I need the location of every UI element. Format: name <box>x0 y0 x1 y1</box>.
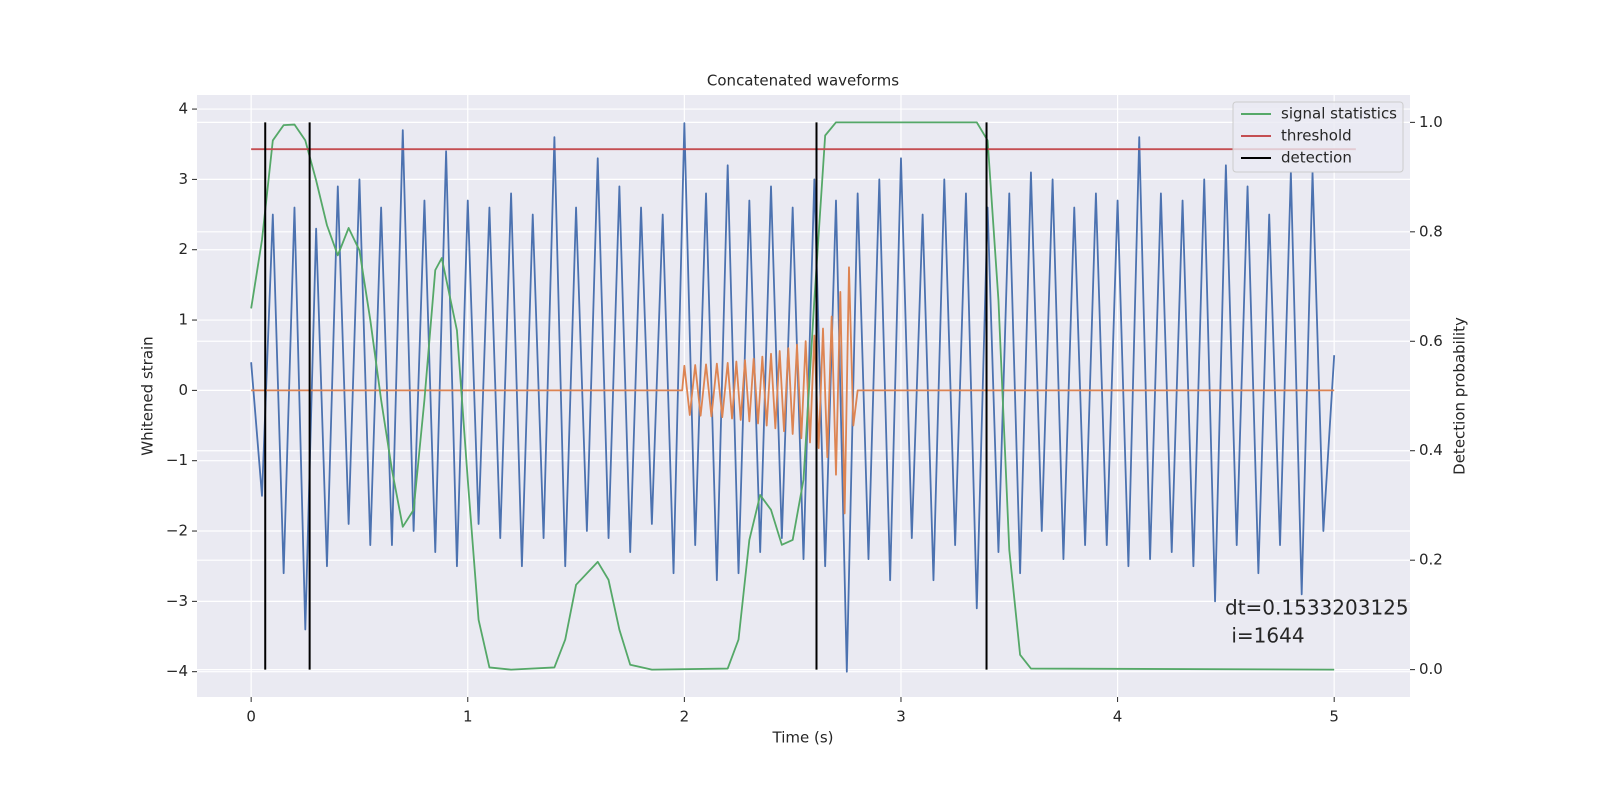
legend-label: signal statistics <box>1281 105 1397 123</box>
y-tick-label: 0 <box>178 381 188 399</box>
y2-axis-label: Detection probability <box>1451 317 1469 475</box>
legend-box <box>1232 101 1404 173</box>
annotation: i=1644 <box>1225 624 1305 648</box>
y-tick-label: −3 <box>166 592 188 610</box>
y-tick-label: −1 <box>166 451 188 469</box>
legend-label: threshold <box>1281 127 1352 145</box>
y-tick-label: 2 <box>178 240 188 258</box>
strain-trace <box>251 266 1335 515</box>
x-tick-label: 0 <box>246 708 256 726</box>
y-tick-label: 4 <box>178 100 188 118</box>
y-tick-label: −2 <box>166 522 188 540</box>
x-tick-label: 3 <box>896 708 906 726</box>
annotation: dt=0.1533203125 <box>1225 596 1409 620</box>
y2-tick-label: 0.6 <box>1419 332 1443 350</box>
y-tick-label: −4 <box>166 662 188 680</box>
legend: signal statistics threshold detection <box>1232 101 1404 173</box>
y-tick-label: 3 <box>178 170 188 188</box>
x-tick-label: 4 <box>1113 708 1123 726</box>
x-tick-label: 2 <box>680 708 690 726</box>
x-tick-label: 1 <box>463 708 473 726</box>
x-tick-label: 5 <box>1329 708 1339 726</box>
y2-tick-label: 0.8 <box>1419 222 1443 240</box>
chart-title: Concatenated waveforms <box>707 72 899 90</box>
y2-tick-label: 0.0 <box>1419 660 1443 678</box>
legend-label: detection <box>1281 149 1352 167</box>
series-line <box>250 121 1335 671</box>
y-tick-label: 1 <box>178 311 188 329</box>
strain-trace <box>250 122 1336 673</box>
y-axis-label: Whitened strain <box>139 336 157 455</box>
y2-tick-label: 0.2 <box>1419 551 1443 569</box>
y2-tick-label: 1.0 <box>1419 113 1443 131</box>
y2-tick-label: 0.4 <box>1419 441 1443 459</box>
x-axis-label: Time (s) <box>772 729 834 747</box>
